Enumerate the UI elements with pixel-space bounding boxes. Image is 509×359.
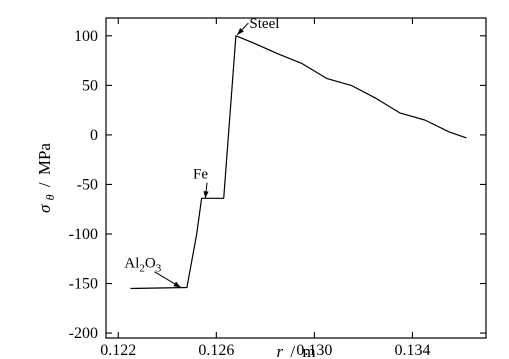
y-axis-unit: MPa <box>35 143 54 176</box>
annotation-text: Al <box>124 256 139 272</box>
annotation-label: Al2O3 <box>124 256 161 275</box>
axis-tick-labels: 0.122 0.126 0.130 0.134 100 50 0 -50 -100 -150 -20… <box>69 28 431 359</box>
x-axis-unit: m <box>302 342 315 359</box>
axis-ticks <box>106 18 486 338</box>
y-axis-label: σ θ / MPa <box>35 143 58 213</box>
y-tick-label: 0 <box>90 127 98 144</box>
x-tick-label: 0.134 <box>394 342 430 359</box>
annotation-label: Steel <box>249 16 279 32</box>
y-tick-label: -50 <box>77 176 98 193</box>
y-axis-subscript: θ <box>43 194 57 200</box>
y-tick-label: 100 <box>74 28 98 45</box>
x-tick-label: 0.126 <box>198 342 234 359</box>
y-axis-separator: / <box>35 182 54 187</box>
annotation-label: Fe <box>193 166 208 182</box>
y-tick-label: -100 <box>69 226 98 243</box>
annotation-subscript: 2 <box>139 263 145 275</box>
y-tick-label: -150 <box>69 276 98 293</box>
x-tick-label: 0.130 <box>296 342 332 359</box>
plot-frame <box>105 17 487 339</box>
x-axis-label: r / m <box>276 342 315 359</box>
annotation-subscript: 3 <box>156 263 162 275</box>
annotation-text-mid: O <box>145 256 156 272</box>
series-line <box>130 35 467 290</box>
y-tick-label: -200 <box>69 325 98 342</box>
annotation-arrow-head <box>237 28 244 35</box>
x-axis-separator: / <box>290 342 295 359</box>
x-axis-symbol: r <box>276 342 283 359</box>
x-tick-label: 0.122 <box>100 342 136 359</box>
annotation-arrow-head <box>203 191 209 199</box>
y-tick-label: 50 <box>82 77 98 94</box>
annotations: Steel Fe Al2O3 <box>124 16 279 288</box>
annotation-arrow-head <box>173 281 181 288</box>
y-axis-symbol: σ <box>35 204 54 213</box>
